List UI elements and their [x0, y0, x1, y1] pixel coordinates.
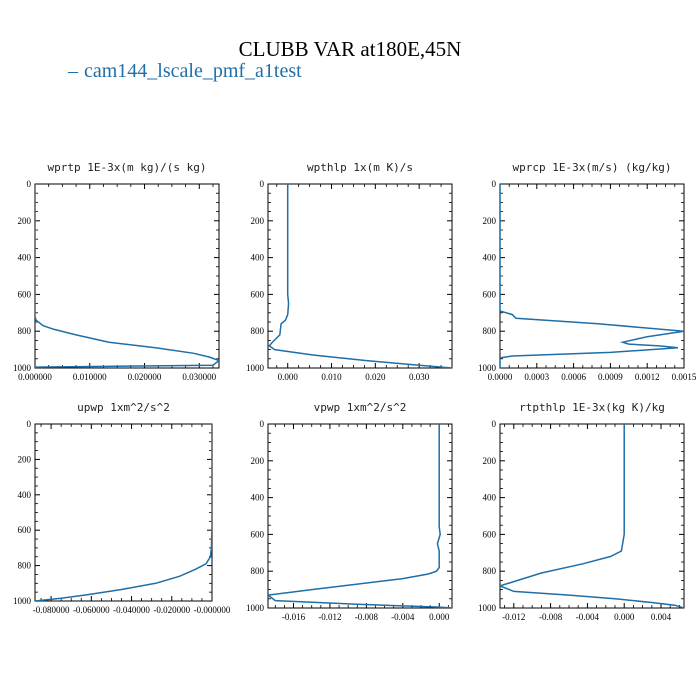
plot-frame	[499, 423, 685, 609]
y-tick-label: 1000	[478, 603, 497, 613]
x-tick-label: 0.020000	[128, 372, 162, 382]
y-tick-label: 1000	[246, 363, 265, 373]
y-tick-label: 600	[251, 529, 265, 539]
y-tick-label: 200	[18, 216, 32, 226]
y-tick-label: 600	[483, 529, 497, 539]
legend: – cam144_lscale_pmf_a1test	[68, 60, 302, 83]
series-line	[268, 184, 452, 368]
x-tick-label: 0.030	[409, 372, 430, 382]
x-tick-label: -0.012	[502, 612, 525, 622]
y-tick-label: 0	[260, 419, 265, 429]
subplot-6: rtpthlp 1E-3x(kg K)/kg02004006008001000-…	[478, 401, 685, 622]
y-tick-label: 800	[18, 326, 32, 336]
x-tick-label: 0.004	[651, 612, 672, 622]
y-tick-label: 600	[251, 289, 265, 299]
x-tick-label: 0.000	[278, 372, 299, 382]
y-tick-label: 1000	[13, 363, 32, 373]
x-tick-label: 0.000	[614, 612, 635, 622]
series-line	[35, 184, 219, 368]
y-tick-label: 200	[251, 456, 265, 466]
series-line	[500, 184, 684, 368]
y-tick-label: 1000	[478, 363, 497, 373]
x-tick-label: 0.0003	[524, 372, 549, 382]
y-tick-label: 0	[27, 179, 32, 189]
y-tick-label: 600	[483, 289, 497, 299]
x-tick-label: 0.030000	[182, 372, 216, 382]
plot-frame	[499, 183, 685, 369]
subplot-4: upwp 1xm^2/s^2 0 200 400 600 800 1000-0.080000…	[13, 401, 231, 615]
y-tick-label: 400	[18, 490, 32, 500]
x-tick-label: -0.004	[391, 612, 415, 622]
y-tick-label: 200	[18, 454, 32, 464]
subplot-2: wpthlp 1x(m K)/s 0 200 400 600 800 1000 0.000 0.…	[246, 161, 453, 382]
x-tick-label: 0.0000	[488, 372, 513, 382]
subplot-title: rtpthlp 1E-3x(kg K)/kg	[519, 401, 665, 414]
plot-frame	[34, 183, 220, 369]
x-tick-label: -0.016	[282, 612, 306, 622]
subplot-title: wprcp 1E-3x(m/s) (kg/kg)	[513, 161, 672, 174]
series-line	[268, 424, 452, 608]
x-tick-label: 0.0009	[598, 372, 623, 382]
plot-frame	[267, 423, 453, 609]
y-tick-label: 400	[483, 493, 497, 503]
subplot-title: vpwp 1xm^2/s^2	[314, 401, 407, 414]
subplot-3: wprcp 1E-3x(m/s) (kg/kg) 0 200 400 600 800 100…	[478, 161, 697, 382]
x-tick-label: 0.0012	[635, 372, 660, 382]
y-tick-label: 800	[251, 326, 265, 336]
subplot-title: wprtp 1E-3x(m kg)/(s kg)	[48, 161, 207, 174]
x-tick-label: -0.008	[355, 612, 379, 622]
y-tick-label: 400	[251, 253, 265, 263]
y-tick-label: 600	[18, 289, 32, 299]
y-tick-label: 400	[483, 253, 497, 263]
subplot-title: wpthlp 1x(m K)/s	[307, 161, 413, 174]
x-tick-label: 0.010	[321, 372, 342, 382]
x-tick-label: -0.000000	[194, 605, 231, 615]
x-tick-label: -0.012	[318, 612, 341, 622]
y-tick-label: 800	[483, 326, 497, 336]
series-line	[35, 424, 212, 601]
y-tick-label: 200	[483, 216, 497, 226]
x-tick-label: 0.0006	[561, 372, 586, 382]
legend-label: cam144_lscale_pmf_a1test	[84, 60, 302, 82]
y-tick-label: 200	[483, 456, 497, 466]
y-tick-label: 400	[18, 253, 32, 263]
x-tick-label: -0.004	[576, 612, 600, 622]
y-tick-label: 1000	[246, 603, 265, 613]
y-tick-label: 0	[492, 419, 497, 429]
x-tick-label: -0.040000	[113, 605, 150, 615]
y-tick-label: 400	[251, 493, 265, 503]
subplot-title: upwp 1xm^2/s^2	[77, 401, 170, 414]
y-tick-label: 0	[260, 179, 265, 189]
x-tick-label: -0.020000	[153, 605, 190, 615]
plot-frame	[267, 183, 453, 369]
y-tick-label: 800	[251, 566, 265, 576]
x-tick-label: 0.0015	[672, 372, 697, 382]
figure-title: CLUBB VAR at180E,45N	[238, 37, 462, 61]
series-line	[500, 424, 684, 608]
legend-line-icon: –	[68, 60, 78, 82]
y-tick-label: 0	[27, 419, 32, 429]
y-tick-label: 800	[483, 566, 497, 576]
x-tick-label: 0.000000	[18, 372, 52, 382]
y-tick-label: 800	[18, 561, 32, 571]
y-tick-label: 600	[18, 525, 32, 535]
x-tick-label: 0.020	[365, 372, 386, 382]
y-tick-label: 1000	[13, 596, 32, 606]
subplot-5: vpwp 1xm^2/s^2 0 200 400 600 800 1000 -0.016 -0.…	[246, 401, 453, 622]
x-tick-label: -0.080000	[33, 605, 70, 615]
x-tick-label: -0.060000	[73, 605, 110, 615]
y-tick-label: 200	[251, 216, 265, 226]
x-tick-label: 0.000	[429, 612, 450, 622]
subplot-1: wprtp 1E-3x(m kg)/(s kg) 0 200 400 600 800 100…	[13, 161, 220, 382]
y-tick-label: 0	[492, 179, 497, 189]
x-tick-label: -0.008	[539, 612, 563, 622]
x-tick-label: 0.010000	[73, 372, 107, 382]
